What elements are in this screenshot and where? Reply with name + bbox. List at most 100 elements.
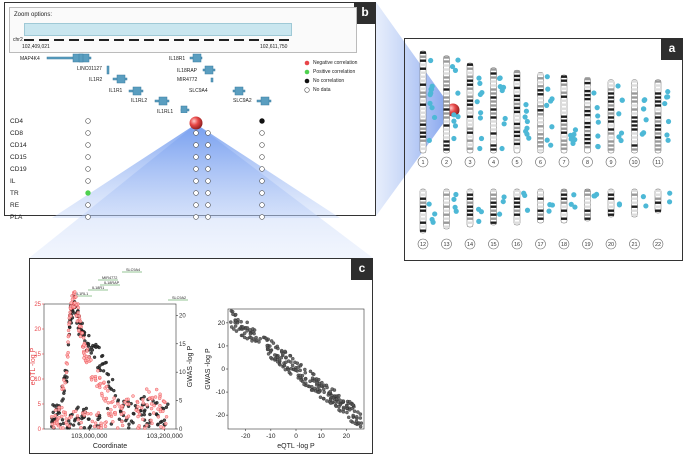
eqtl-point: [80, 331, 85, 335]
chromosome[interactable]: [490, 188, 497, 226]
tissue-dot: [205, 202, 211, 208]
chromosome[interactable]: [560, 74, 568, 154]
y-tick-label-right: 0: [179, 427, 183, 433]
snp-dot: [526, 135, 532, 141]
y-tick-label-left: 25: [34, 302, 41, 308]
snp-dot: [568, 201, 574, 207]
gene-label: SLC9A4: [189, 88, 208, 94]
chromosome[interactable]: [654, 188, 662, 214]
eqtl-point: [90, 375, 95, 379]
chromosome[interactable]: [443, 55, 450, 154]
correlation-point: [308, 369, 313, 374]
gene-label-small: IL1RL1: [76, 292, 88, 296]
chromosome-number: 19: [584, 242, 590, 248]
chromosome-number: 3: [468, 160, 471, 166]
correlation-point: [275, 355, 280, 360]
chromosome[interactable]: [537, 72, 544, 154]
gwas-point: [51, 410, 55, 415]
gwas-point: [131, 411, 136, 416]
snp-dot: [502, 115, 508, 122]
chromosome-number-badge: [652, 156, 664, 168]
chromosome[interactable]: [631, 79, 638, 154]
gene-label: IL1RL1: [157, 109, 174, 115]
zoom-track[interactable]: [24, 23, 292, 36]
snp-dot: [616, 111, 622, 117]
chromosome-number: 22: [655, 242, 661, 248]
x-tick-label: -10: [266, 433, 276, 440]
eqtl-point: [63, 381, 67, 385]
y-tick-label-right: 20: [179, 313, 186, 319]
chromosome-number: 7: [562, 160, 565, 166]
locus-marker[interactable]: [189, 116, 203, 130]
chromosome[interactable]: [584, 77, 591, 154]
chromosome[interactable]: [490, 67, 497, 154]
tissue-dot: [85, 118, 91, 124]
correlation-point: [269, 348, 273, 353]
snp-dot: [664, 132, 670, 138]
chromosome[interactable]: [654, 79, 662, 154]
x-tick-label: 20: [343, 433, 351, 440]
chromosome-number: 17: [537, 242, 543, 248]
chromosome[interactable]: [513, 69, 521, 154]
gene-tracks: [46, 53, 272, 113]
correlation-point: [328, 401, 333, 405]
tissue-dot: [193, 178, 199, 184]
gene-label: MAP4K4: [20, 56, 40, 62]
snp-dot: [477, 145, 483, 152]
correlation-point: [346, 415, 351, 420]
chromosome[interactable]: [466, 62, 474, 154]
chromosome[interactable]: [607, 79, 615, 154]
eqtl-point: [53, 413, 57, 418]
correlation-point: [295, 361, 300, 365]
correlation-point: [354, 415, 359, 419]
tissue-dot: [85, 142, 91, 148]
eqtl-point: [79, 425, 83, 430]
eqtl-point: [81, 336, 86, 340]
correlation-point: [351, 413, 355, 418]
snp-dot: [426, 201, 432, 207]
chromosome[interactable]: [631, 188, 638, 218]
eqtl-point: [150, 421, 154, 426]
eqtl-point: [136, 405, 140, 409]
chromosome[interactable]: [607, 188, 615, 218]
eqtl-point: [149, 418, 153, 423]
snp-dot: [665, 89, 671, 95]
chromosome[interactable]: [443, 188, 450, 230]
correlation-point: [299, 378, 303, 382]
chromosome[interactable]: [419, 188, 427, 234]
chromosome[interactable]: [419, 50, 427, 154]
snp-dot: [640, 194, 646, 200]
x-tick-label: 10: [318, 433, 326, 440]
snp-dot: [665, 118, 672, 125]
tissue-dot: [193, 142, 199, 148]
eqtl-point: [69, 314, 73, 318]
gwas-point: [86, 417, 91, 421]
correlation-point: [349, 419, 353, 423]
correlation-point: [345, 410, 349, 415]
chromosome-number: 10: [631, 160, 637, 166]
correlation-point: [328, 389, 332, 394]
chromosome-number-badge: [464, 156, 476, 168]
chromosome[interactable]: [560, 188, 568, 224]
chromosome[interactable]: [513, 188, 521, 226]
correlation-point: [303, 367, 307, 372]
eqtl-point: [57, 405, 61, 410]
chromosome-number-badge: [417, 238, 429, 250]
x-tick-label: -20: [241, 433, 251, 440]
zoom-box[interactable]: Zoom options: chr2 102,409,021 102,611,7…: [9, 7, 357, 53]
chromosome[interactable]: [466, 188, 474, 228]
chromosome[interactable]: [584, 188, 591, 222]
gene-label: IL18RAP: [177, 68, 198, 74]
snp-dot: [546, 208, 552, 214]
correlation-point: [240, 333, 245, 338]
gwas-point: [127, 422, 131, 426]
tissue-dot: [85, 166, 91, 172]
tissue-dot: [193, 130, 199, 136]
correlation-point: [353, 421, 357, 426]
y-tick-label-right: 5: [179, 399, 183, 405]
chromosome[interactable]: [537, 188, 544, 224]
eqtl-point: [65, 362, 69, 366]
gene-label-small: MIR4772: [102, 276, 117, 280]
tissue-dot: [259, 166, 265, 172]
